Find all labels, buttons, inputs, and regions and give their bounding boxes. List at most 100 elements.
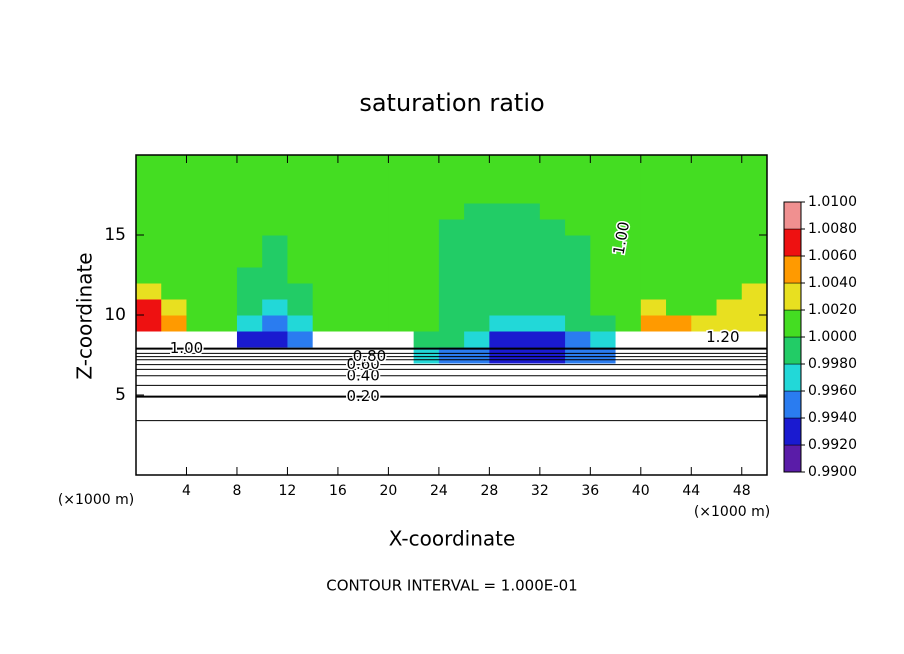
cell: [539, 283, 566, 300]
cell: [489, 219, 516, 236]
cell: [236, 155, 263, 172]
cell: [337, 171, 364, 188]
cell: [464, 203, 490, 220]
cell: [615, 267, 642, 284]
cell: [716, 283, 743, 300]
cell: [514, 235, 541, 252]
cell: [741, 267, 768, 284]
cell: [337, 315, 364, 332]
cell: [136, 155, 162, 172]
cell: [262, 331, 288, 348]
cell: [186, 283, 213, 300]
cell: [413, 203, 440, 220]
cell: [514, 299, 541, 316]
cell: [236, 267, 263, 284]
cell: [615, 171, 642, 188]
cell: [337, 331, 364, 348]
cell: [565, 267, 591, 284]
cell: [312, 155, 339, 172]
cell: [312, 187, 339, 204]
x-tick-label: 24: [430, 483, 448, 499]
cell: [211, 187, 238, 204]
cell: [287, 235, 314, 252]
cell: [438, 219, 465, 236]
cell: [363, 299, 389, 316]
cell: [236, 299, 263, 316]
cell: [741, 315, 768, 332]
cell: [539, 315, 566, 332]
cell: [666, 331, 692, 348]
cell: [287, 251, 314, 268]
cell: [438, 187, 465, 204]
cell: [413, 187, 440, 204]
x-tick-label: 16: [329, 483, 347, 499]
cell: [161, 299, 187, 316]
x-tick-label: 44: [682, 483, 700, 499]
cell: [388, 171, 415, 188]
contour-label: 0.80: [353, 347, 386, 365]
colorbar-swatch: [783, 336, 802, 365]
cell: [236, 235, 263, 252]
cell: [388, 331, 415, 348]
cell: [186, 331, 213, 348]
cell: [161, 331, 187, 348]
cell: [186, 171, 213, 188]
cell: [363, 219, 389, 236]
cell: [363, 267, 389, 284]
cell: [363, 235, 389, 252]
cell: [691, 267, 718, 284]
cell: [262, 155, 288, 172]
cell: [666, 283, 692, 300]
cell: [337, 187, 364, 204]
cell: [666, 219, 692, 236]
cell: [741, 235, 768, 252]
cell: [691, 235, 718, 252]
cell: [691, 171, 718, 188]
cell: [262, 171, 288, 188]
cell: [590, 171, 617, 188]
cell: [287, 219, 314, 236]
cell: [565, 283, 591, 300]
cell: [363, 171, 389, 188]
cell: [438, 171, 465, 188]
cell: [514, 219, 541, 236]
cell: [438, 235, 465, 252]
cell: [489, 155, 516, 172]
cell: [438, 283, 465, 300]
x-tick-label: 32: [531, 483, 549, 499]
cell: [186, 315, 213, 332]
cell: [413, 267, 440, 284]
cell: [262, 235, 288, 252]
cell: [565, 155, 591, 172]
cell: [236, 203, 263, 220]
cell: [337, 251, 364, 268]
cell: [615, 235, 642, 252]
x-tick-label: 48: [733, 483, 751, 499]
cell: [741, 283, 768, 300]
x-tick-label: 20: [379, 483, 397, 499]
overlay: 0.200.400.600.801.001.201.004 8 12 16 20 24 28…: [104, 154, 768, 499]
cell: [236, 251, 263, 268]
cell: [413, 155, 440, 172]
cell: [363, 331, 389, 348]
cell: [615, 203, 642, 220]
cell: [161, 219, 187, 236]
cell: [716, 299, 743, 316]
cell: [640, 219, 667, 236]
cell: [691, 251, 718, 268]
cell: [489, 171, 516, 188]
cell: [337, 219, 364, 236]
cell: [136, 203, 162, 220]
cell: [615, 187, 642, 204]
cell: [388, 219, 415, 236]
colorbar-label: 1.0000: [808, 329, 857, 345]
cell: [741, 171, 768, 188]
cell: [161, 315, 187, 332]
cell: [262, 299, 288, 316]
cell: [363, 203, 389, 220]
colorbar-swatch: [783, 390, 802, 419]
x-axis-label: X-coordinate: [389, 527, 516, 551]
cell: [413, 251, 440, 268]
y-tick-label: 5: [115, 385, 126, 405]
cell: [514, 203, 541, 220]
